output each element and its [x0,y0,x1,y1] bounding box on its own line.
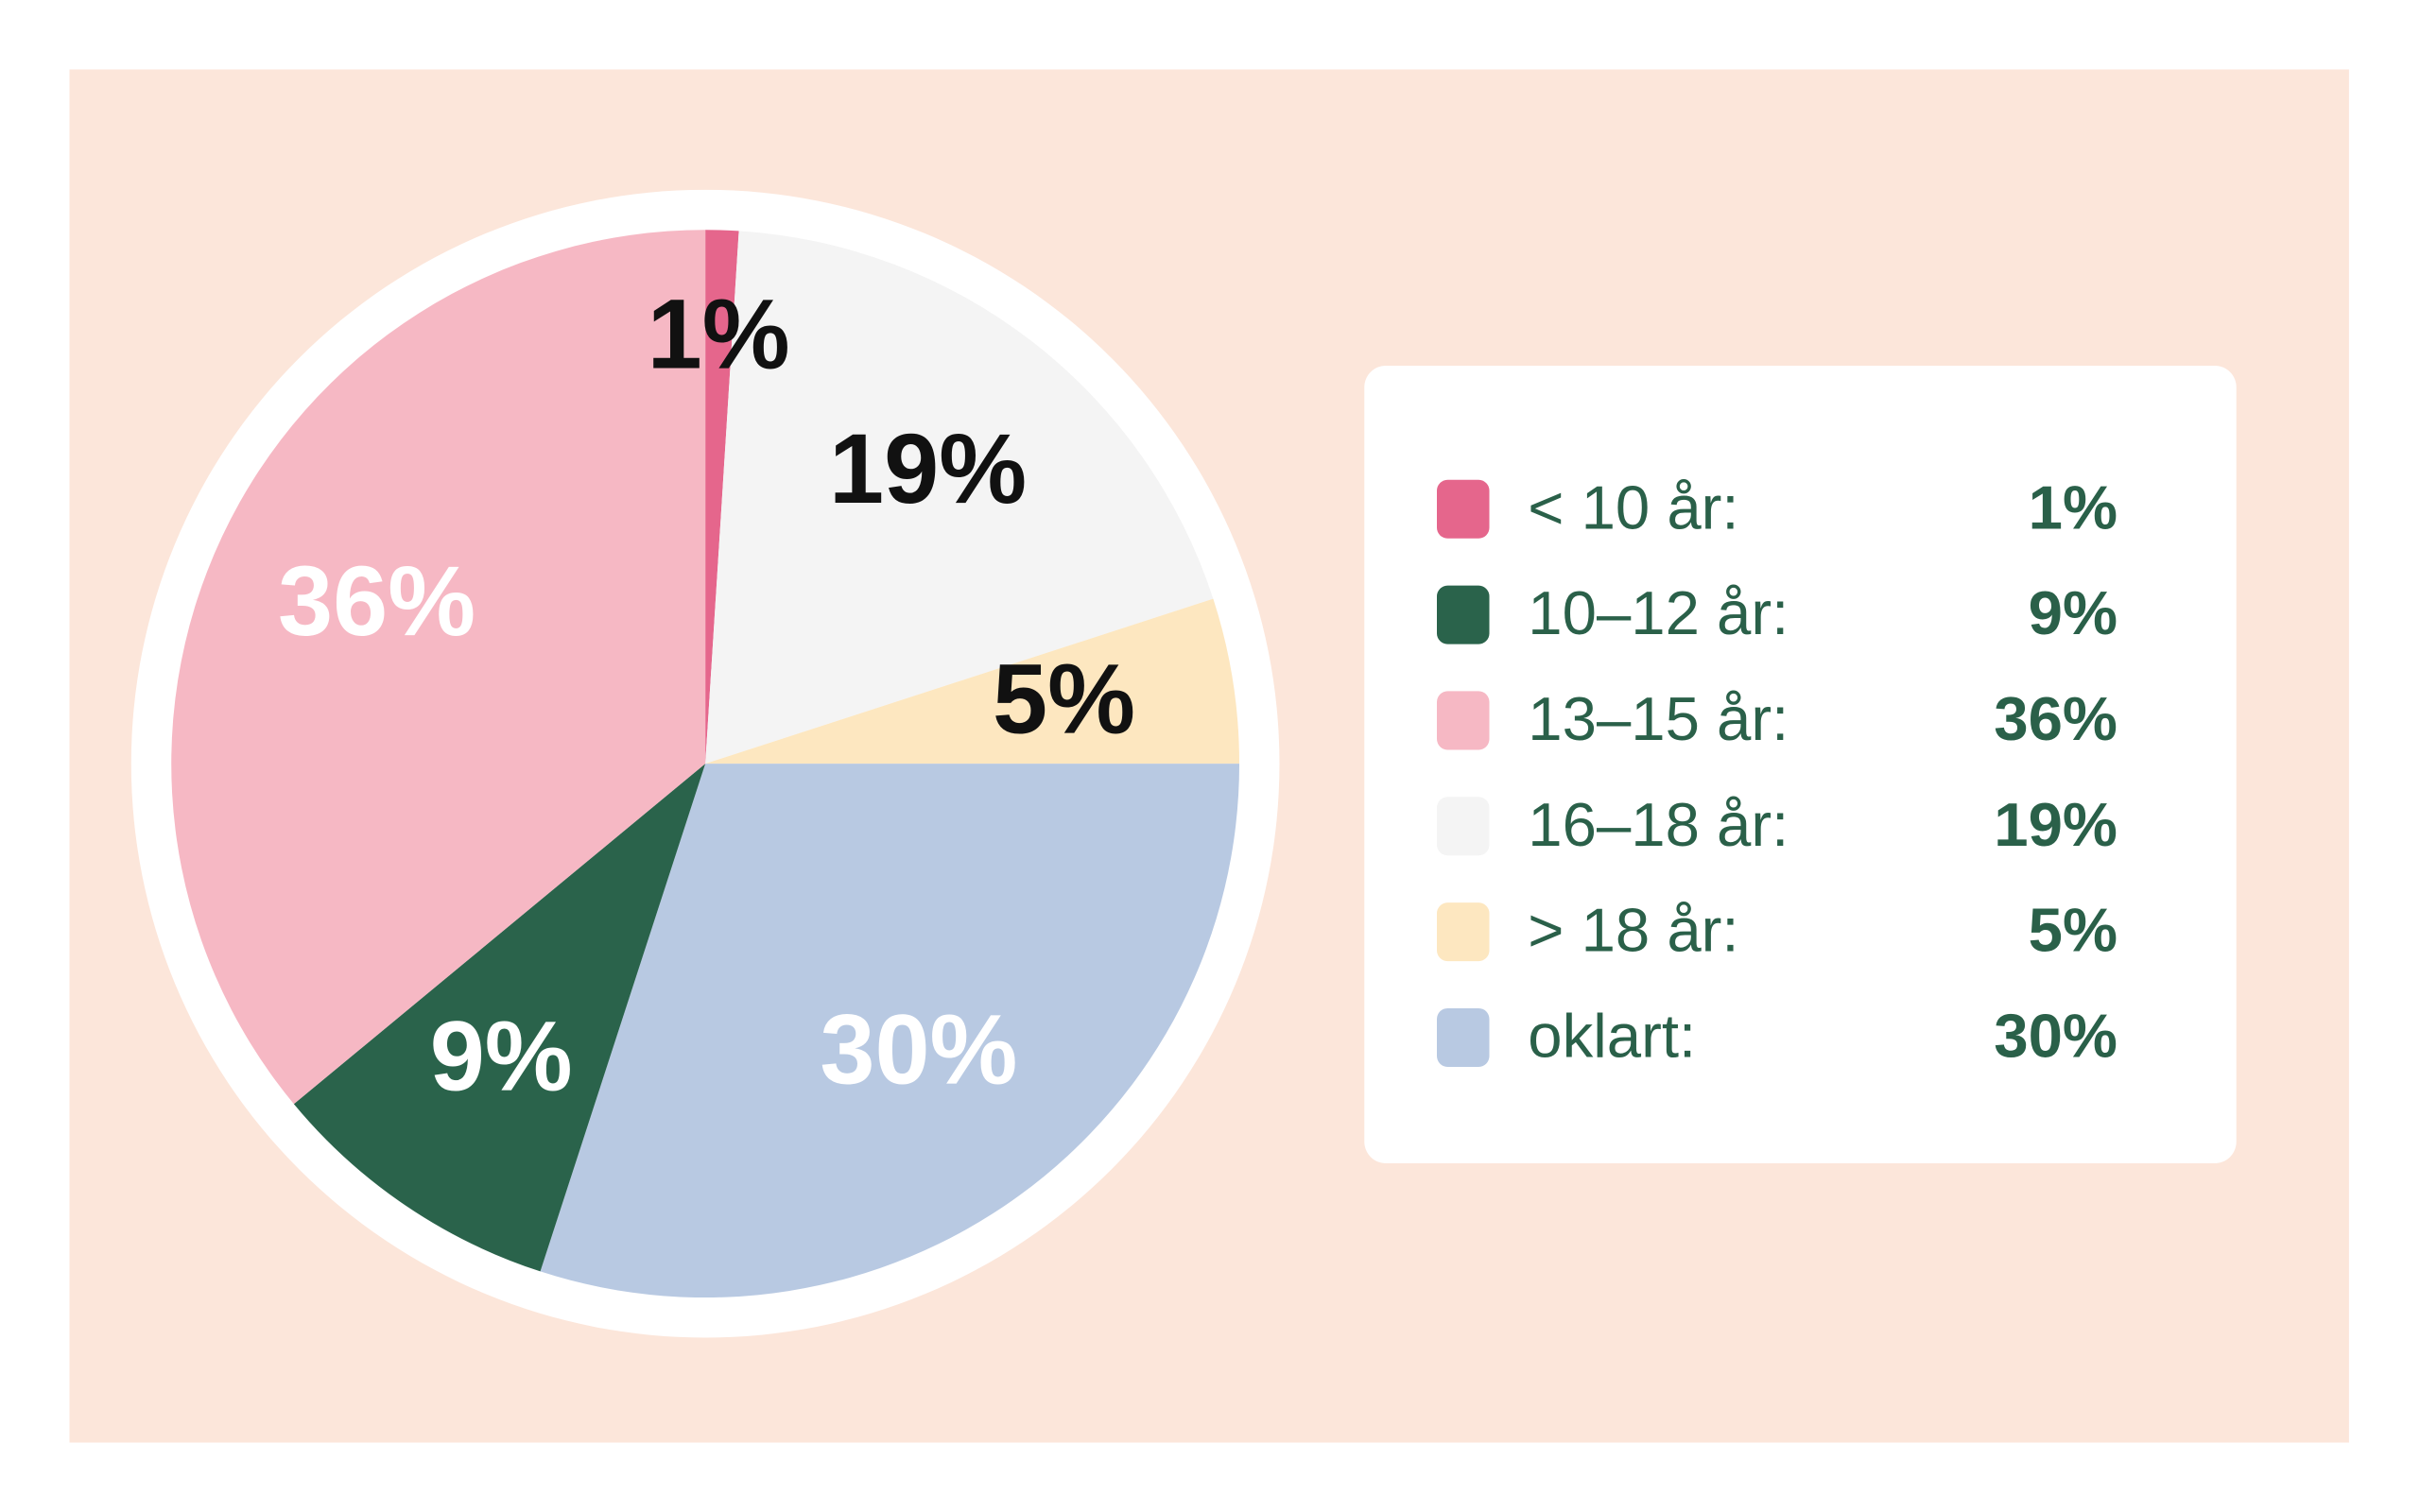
pie-slice [171,230,706,1105]
legend-label: 16–18 år: [1528,790,1789,859]
legend-value: 9% [2029,578,2118,647]
legend-value: 5% [2029,896,2118,965]
legend-swatch [1437,902,1490,962]
legend-swatch [1437,691,1490,750]
legend-swatch [1437,585,1490,644]
pie-slice [540,764,1240,1298]
legend-swatch [1437,797,1490,856]
slice-label: 1% [648,280,790,390]
legend-box [1364,365,2237,1164]
pie-slice [705,230,739,765]
legend-label: > 18 år: [1528,896,1738,965]
slice-label: 5% [993,644,1135,755]
slice-label: 19% [829,414,1027,524]
legend-swatch [1437,479,1490,539]
legend-value: 19% [1994,790,2118,859]
pie-slice [705,231,1214,765]
legend-value: 30% [1994,1001,2118,1070]
slice-label: 30% [820,995,1017,1106]
legend-label: < 10 år: [1528,472,1738,541]
legend-value: 1% [2029,472,2118,541]
legend-label: 13–15 år: [1528,684,1789,753]
legend-label: 10–12 år: [1528,578,1789,647]
legend-swatch [1437,1007,1490,1067]
pie-slice [705,598,1240,765]
legend-label: oklart: [1528,1001,1696,1070]
slice-label: 9% [430,1001,573,1111]
pie-slice [293,764,706,1272]
slice-label: 36% [278,546,475,657]
legend-value: 36% [1994,684,2118,753]
